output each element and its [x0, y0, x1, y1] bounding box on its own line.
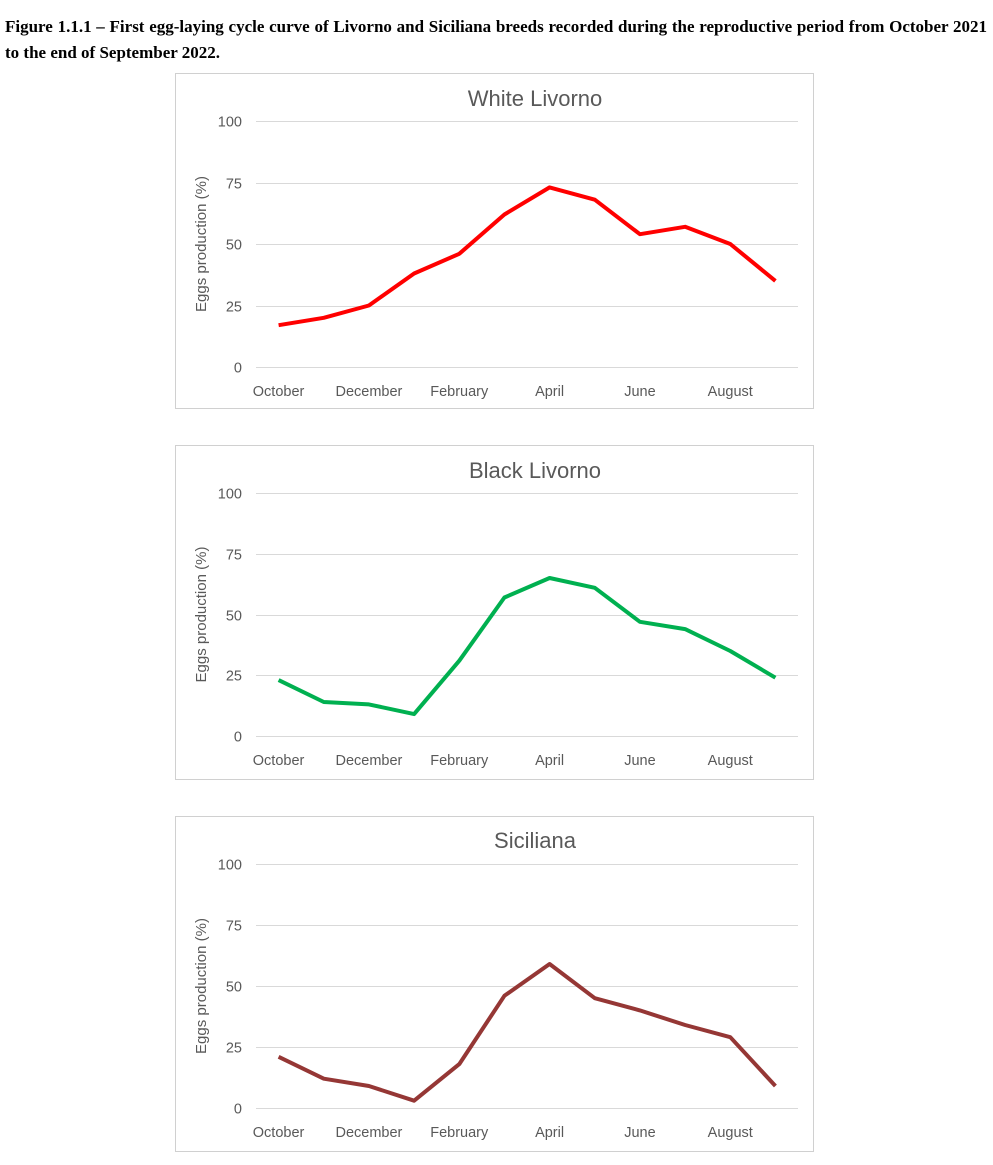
y-tick-label: 100: [218, 115, 242, 131]
x-tick-label: April: [535, 384, 564, 400]
y-tick-label: 100: [218, 858, 242, 874]
chart-1: 0 25 50 75 100 White Livorno Eggs production (…: [175, 73, 814, 409]
y-tick-label: 75: [226, 548, 242, 564]
x-tick-label: February: [430, 384, 489, 400]
chart-title: Black Livorno: [469, 458, 601, 483]
x-tick-label: February: [430, 753, 489, 769]
x-tick-label: October: [253, 753, 305, 769]
x-tick-label: April: [535, 753, 564, 769]
y-axis-label: Eggs production (%): [193, 918, 210, 1054]
x-tick-label: June: [624, 1125, 655, 1141]
y-tick-label: 25: [226, 1041, 242, 1057]
series-line: [277, 576, 777, 717]
x-tick-label: August: [708, 1125, 753, 1141]
y-tick-label: 0: [234, 730, 242, 746]
chart-frame: [175, 73, 814, 409]
x-tick-label: June: [624, 753, 655, 769]
y-tick-label: 50: [226, 980, 242, 996]
figure-caption: Figure 1.1.1 – First egg-laying cycle cu…: [5, 17, 987, 62]
x-tick-label: October: [253, 1125, 305, 1141]
chart-title: Siciliana: [494, 828, 577, 853]
y-tick-label: 75: [226, 919, 242, 935]
x-tick-label: December: [335, 384, 402, 400]
x-tick-label: December: [335, 1125, 402, 1141]
y-tick-label: 75: [226, 177, 242, 193]
x-tick-label: February: [430, 1125, 489, 1141]
y-tick-label: 100: [218, 487, 242, 503]
x-tick-label: June: [624, 384, 655, 400]
chart-3: 0 25 50 75 100 Siciliana Eggs production (%) Oc…: [175, 816, 814, 1152]
y-tick-label: 0: [234, 1102, 242, 1118]
x-tick-label: December: [335, 753, 402, 769]
y-tick-label: 50: [226, 609, 242, 625]
chart-2: 0 25 50 75 100 Black Livorno Eggs production (…: [175, 445, 814, 780]
x-tick-label: April: [535, 1125, 564, 1141]
y-tick-label: 50: [226, 238, 242, 254]
x-tick-label: October: [253, 384, 305, 400]
y-axis-label: Eggs production (%): [193, 547, 210, 683]
y-tick-label: 25: [226, 300, 242, 316]
series-line: [277, 962, 777, 1103]
y-tick-label: 0: [234, 361, 242, 377]
y-axis-label: Eggs production (%): [193, 176, 210, 312]
chart-frame: [175, 816, 814, 1152]
chart-title: White Livorno: [468, 86, 603, 111]
x-tick-label: August: [708, 753, 753, 769]
series-line: [278, 185, 777, 328]
y-tick-label: 25: [226, 669, 242, 685]
x-tick-label: August: [708, 384, 753, 400]
